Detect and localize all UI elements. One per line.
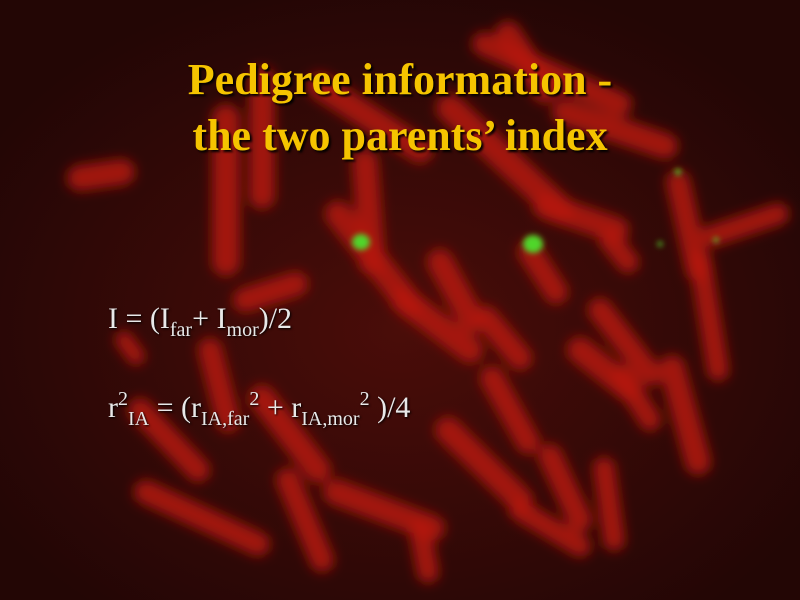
formula2-superscript-a: 2 <box>118 388 128 410</box>
formula2-subscript-ia-mor: IA,mor <box>301 408 360 430</box>
formula1-subscript-mor: mor <box>226 319 259 341</box>
formula1-lhs: I = (I <box>108 302 170 335</box>
formula2-end: )/4 <box>369 391 411 424</box>
formula1-plus: + I <box>192 302 227 335</box>
formula2-subscript-ia: IA <box>128 408 150 430</box>
formula1-end: )/2 <box>258 302 293 335</box>
formula-index-mean: I = (Ifar+ Imor)/2 <box>108 302 292 342</box>
formula2-r: r <box>108 391 118 424</box>
formula2-equals: = (r <box>149 391 202 424</box>
slide-title-line-1: Pedigree information - <box>187 55 613 104</box>
slide-title-line-2: the two parents’ index <box>192 111 608 160</box>
formula1-subscript-far: far <box>169 319 193 341</box>
formula-reliability: r2IA = (rIA,far2 + rIA,mor2 )/4 <box>108 388 410 431</box>
formula2-superscript-b: 2 <box>249 388 260 410</box>
formula2-plus: + r <box>259 391 302 424</box>
slide-title: Pedigree information - the two parents’ … <box>0 52 800 164</box>
formula2-subscript-ia-far: IA,far <box>201 408 250 430</box>
formula2-superscript-c: 2 <box>359 388 370 410</box>
